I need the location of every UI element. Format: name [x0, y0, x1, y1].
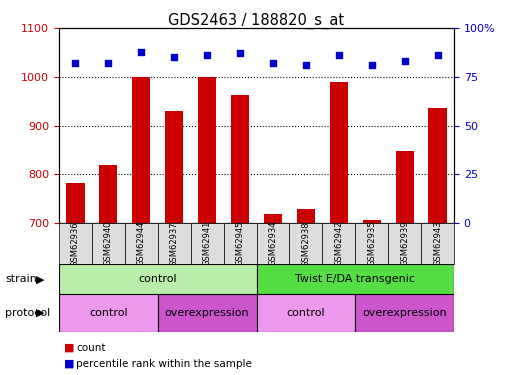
FancyBboxPatch shape: [125, 223, 158, 264]
Text: GSM62936: GSM62936: [71, 221, 80, 267]
Bar: [396, 151, 413, 223]
FancyBboxPatch shape: [289, 223, 322, 264]
Point: [269, 60, 277, 66]
Point: [104, 60, 112, 66]
Text: control: control: [139, 274, 177, 284]
Text: GSM62939: GSM62939: [400, 221, 409, 267]
FancyBboxPatch shape: [158, 294, 256, 332]
Bar: [264, 214, 282, 223]
Bar: [66, 183, 85, 223]
Text: GDS2463 / 188820_s_at: GDS2463 / 188820_s_at: [168, 13, 345, 29]
Point: [401, 58, 409, 64]
FancyBboxPatch shape: [256, 223, 289, 264]
FancyBboxPatch shape: [355, 223, 388, 264]
FancyBboxPatch shape: [59, 223, 92, 264]
FancyBboxPatch shape: [256, 294, 355, 332]
Point: [334, 53, 343, 58]
Text: overexpression: overexpression: [165, 308, 249, 318]
Text: GSM62934: GSM62934: [268, 221, 278, 267]
Bar: [165, 111, 183, 223]
Text: GSM62938: GSM62938: [301, 221, 310, 267]
FancyBboxPatch shape: [59, 294, 158, 332]
Text: GSM62937: GSM62937: [170, 221, 179, 267]
FancyBboxPatch shape: [322, 223, 355, 264]
Point: [236, 51, 244, 57]
Point: [433, 53, 442, 58]
Bar: [363, 220, 381, 223]
FancyBboxPatch shape: [256, 264, 454, 294]
Text: GSM62944: GSM62944: [137, 221, 146, 266]
Text: percentile rank within the sample: percentile rank within the sample: [76, 359, 252, 369]
Text: Twist E/DA transgenic: Twist E/DA transgenic: [295, 274, 415, 284]
FancyBboxPatch shape: [388, 223, 421, 264]
Text: protocol: protocol: [5, 308, 50, 318]
Point: [71, 60, 80, 66]
Text: count: count: [76, 343, 106, 353]
Point: [170, 54, 179, 60]
Bar: [231, 95, 249, 223]
Text: control: control: [287, 308, 325, 318]
Text: ■: ■: [64, 359, 74, 369]
Bar: [132, 77, 150, 223]
Text: GSM62943: GSM62943: [433, 221, 442, 267]
Bar: [297, 209, 315, 223]
Text: ▶: ▶: [36, 274, 44, 284]
Text: GSM62945: GSM62945: [235, 221, 245, 266]
Bar: [198, 77, 216, 223]
Text: GSM62935: GSM62935: [367, 221, 376, 267]
FancyBboxPatch shape: [59, 264, 256, 294]
Point: [302, 62, 310, 68]
Point: [203, 53, 211, 58]
FancyBboxPatch shape: [224, 223, 256, 264]
Bar: [428, 108, 447, 223]
Text: GSM62941: GSM62941: [203, 221, 212, 266]
Text: ▶: ▶: [36, 308, 44, 318]
Text: GSM62940: GSM62940: [104, 221, 113, 266]
Text: control: control: [89, 308, 128, 318]
Point: [137, 48, 145, 54]
Text: strain: strain: [5, 274, 37, 284]
FancyBboxPatch shape: [355, 294, 454, 332]
Bar: [330, 82, 348, 223]
FancyBboxPatch shape: [191, 223, 224, 264]
Text: GSM62942: GSM62942: [334, 221, 343, 266]
FancyBboxPatch shape: [158, 223, 191, 264]
Text: overexpression: overexpression: [362, 308, 447, 318]
Point: [368, 62, 376, 68]
Bar: [100, 165, 117, 223]
Text: ■: ■: [64, 343, 74, 353]
FancyBboxPatch shape: [92, 223, 125, 264]
FancyBboxPatch shape: [421, 223, 454, 264]
